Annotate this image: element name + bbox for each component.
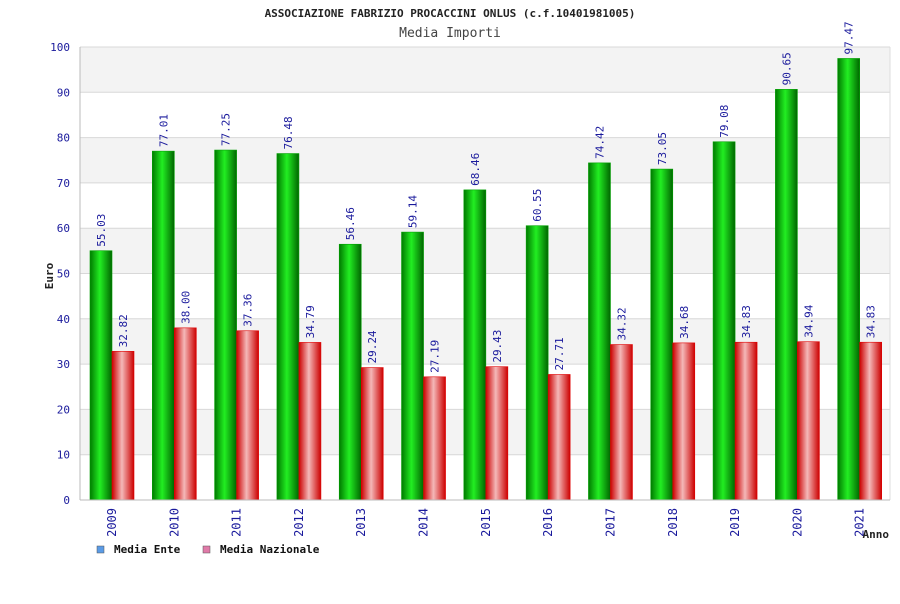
data-label: 73.05 [656, 132, 669, 165]
data-label: 37.36 [242, 294, 255, 327]
bar-media-ente [89, 250, 113, 501]
bar-media-nazionale [610, 344, 633, 501]
data-label: 97.47 [843, 21, 856, 54]
bar-media-ente [588, 162, 611, 501]
bar-media-nazionale [236, 330, 259, 501]
data-label: 60.55 [531, 189, 544, 222]
legend-label-media-nazionale: Media Nazionale [220, 543, 320, 556]
chart-subtitle: Media Importi [399, 26, 501, 41]
data-label: 34.94 [802, 304, 815, 337]
data-label: 29.43 [491, 330, 504, 363]
bar-media-ente [463, 189, 487, 501]
data-label: 59.14 [407, 195, 420, 228]
bar-media-ente [152, 150, 175, 501]
data-label: 34.83 [740, 305, 753, 338]
y-tick-label: 100 [50, 41, 70, 54]
chart-title: ASSOCIAZIONE FABRIZIO PROCACCINI ONLUS (… [265, 7, 636, 20]
x-tick-label: 2009 [105, 508, 119, 537]
bar-media-ente [525, 225, 549, 501]
x-tick-label: 2015 [479, 508, 493, 537]
data-label: 90.65 [780, 52, 793, 85]
bar-media-ente [338, 243, 362, 501]
y-tick-label: 60 [57, 222, 70, 235]
y-tick-label: 0 [63, 494, 70, 507]
x-tick-label: 2014 [417, 508, 431, 537]
legend-swatch-media-ente [96, 545, 105, 554]
x-tick-label: 2020 [790, 508, 804, 537]
y-tick-label: 70 [57, 177, 70, 190]
data-label: 34.83 [865, 305, 878, 338]
bar-media-ente [712, 141, 736, 501]
x-tick-label: 2017 [603, 508, 617, 537]
y-tick-label: 80 [57, 132, 70, 145]
data-label: 27.71 [553, 337, 566, 370]
data-label: 38.00 [179, 291, 192, 324]
axes [79, 47, 891, 501]
data-label: 32.82 [117, 314, 130, 347]
data-label: 34.68 [678, 306, 691, 339]
bar-media-nazionale [485, 366, 509, 501]
bar-media-ente [401, 231, 424, 501]
bar-media-nazionale [174, 327, 197, 501]
legend-swatch-media-nazionale [202, 545, 211, 554]
legend: Media Ente Media Nazionale [96, 543, 320, 556]
x-tick-label: 2021 [853, 508, 867, 537]
x-tick-labels: 2009 2010 2011 2012 2013 2014 2015 2016 2017 2018… [105, 508, 867, 537]
bar-media-nazionale [859, 341, 882, 501]
x-axis-label: Anno [863, 528, 890, 541]
data-label: 34.32 [615, 307, 628, 340]
data-label: 77.25 [220, 113, 233, 146]
plot-band [80, 92, 890, 138]
y-tick-labels: 0 10 20 30 40 50 60 70 80 90 100 [50, 41, 70, 507]
data-label: 77.01 [157, 114, 170, 147]
data-label: 55.03 [95, 214, 108, 247]
data-label: 56.46 [344, 207, 357, 240]
bar-media-ente [650, 168, 674, 501]
plot-band [80, 137, 890, 183]
plot-band [80, 47, 890, 93]
bar-media-nazionale [423, 376, 446, 501]
x-tick-label: 2010 [167, 508, 181, 537]
data-label: 27.19 [429, 340, 442, 373]
y-tick-label: 90 [57, 86, 70, 99]
bar-media-nazionale [734, 341, 758, 501]
y-tick-label: 10 [57, 449, 70, 462]
x-tick-label: 2012 [292, 508, 306, 537]
bar-media-nazionale [547, 374, 571, 501]
bar-media-nazionale [672, 342, 696, 501]
data-label: 68.46 [469, 153, 482, 186]
x-tick-label: 2011 [230, 508, 244, 537]
bar-media-nazionale [360, 367, 384, 501]
bar-media-ente [214, 149, 237, 501]
data-labels: 55.03 32.82 77.01 38.00 77.25 37.36 76.48 34.79… [95, 21, 878, 372]
data-label: 76.48 [282, 116, 295, 149]
data-label: 74.42 [593, 126, 606, 159]
x-tick-label: 2013 [354, 508, 368, 537]
bar-media-nazionale [797, 341, 820, 501]
x-tick-label: 2019 [728, 508, 742, 537]
x-tick-label: 2016 [541, 508, 555, 537]
bar-media-ente [837, 58, 860, 501]
bar-media-nazionale [111, 351, 135, 501]
bars-layer [89, 58, 882, 501]
data-label: 34.79 [304, 305, 317, 338]
bar-media-ente [276, 153, 300, 501]
bar-media-ente [775, 89, 798, 501]
x-tick-label: 2018 [666, 508, 680, 537]
legend-label-media-ente: Media Ente [114, 543, 181, 556]
data-label: 29.24 [366, 330, 379, 363]
bar-media-nazionale [298, 342, 322, 501]
data-label: 79.08 [718, 105, 731, 138]
y-axis-label: Euro [43, 262, 56, 289]
y-tick-label: 30 [57, 358, 70, 371]
y-tick-label: 40 [57, 313, 70, 326]
y-tick-label: 20 [57, 403, 70, 416]
y-tick-label: 50 [57, 268, 70, 281]
